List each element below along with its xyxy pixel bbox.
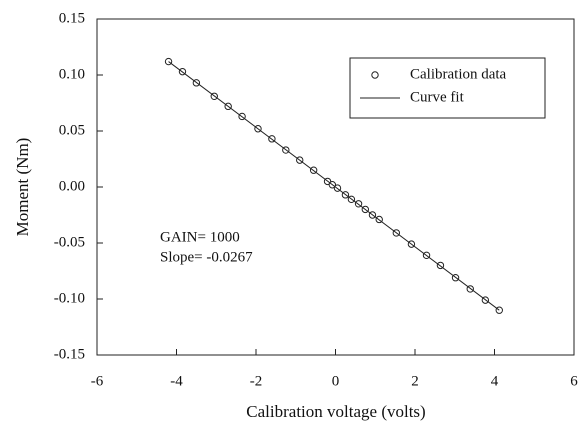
x-tick-label: -2 xyxy=(250,373,263,389)
x-tick-label: 0 xyxy=(332,373,340,389)
legend-box xyxy=(349,57,546,119)
annotation: Slope= -0.0267 xyxy=(160,249,253,265)
y-tick-label: 0.10 xyxy=(59,66,85,82)
fit-line xyxy=(168,61,500,311)
y-tick-label: 0.05 xyxy=(59,122,85,138)
y-tick-label: -0.15 xyxy=(54,346,85,362)
legend-marker xyxy=(371,71,379,79)
annotation: GAIN= 1000 xyxy=(160,229,240,245)
x-tick-label: 4 xyxy=(491,373,499,389)
legend-label: Curve fit xyxy=(410,89,465,105)
y-axis-label: Moment (Nm) xyxy=(13,138,32,237)
x-tick-label: -6 xyxy=(91,373,104,389)
y-tick-label: 0.15 xyxy=(59,10,85,26)
y-tick-label: 0.00 xyxy=(59,178,85,194)
x-tick-label: -4 xyxy=(170,373,183,389)
legend-label: Calibration data xyxy=(410,66,507,82)
x-axis-label: Calibration voltage (volts) xyxy=(246,402,425,421)
x-tick-label: 2 xyxy=(411,373,419,389)
y-tick-label: -0.10 xyxy=(54,290,85,306)
x-tick-label: 6 xyxy=(570,373,578,389)
y-tick-label: -0.05 xyxy=(54,234,85,250)
